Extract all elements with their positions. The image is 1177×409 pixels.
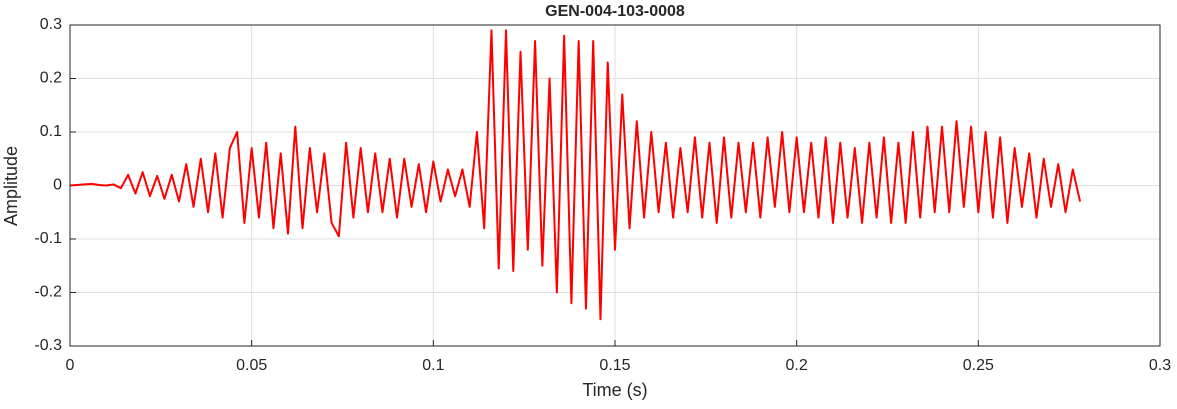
x-axis-label: Time (s) — [582, 380, 647, 400]
x-tick-label: 0.15 — [599, 357, 630, 374]
chart-title: GEN-004-103-0008 — [545, 3, 685, 20]
plot-frame — [69, 24, 1161, 347]
x-tick-label: 0.1 — [422, 357, 444, 374]
x-tick-label: 0.25 — [963, 357, 994, 374]
y-tick-label: -0.3 — [34, 337, 62, 354]
y-tick-label: 0.3 — [40, 16, 62, 33]
y-axis-label: Amplitude — [1, 146, 21, 226]
x-tick-label: 0.05 — [236, 357, 267, 374]
x-tick-label: 0.2 — [786, 357, 808, 374]
x-tick-label: 0 — [66, 357, 75, 374]
y-tick-label: 0 — [53, 177, 62, 194]
x-tick-label: 0.3 — [1149, 357, 1171, 374]
y-tick-label: 0.1 — [40, 123, 62, 140]
waveform-line — [69, 29, 1082, 321]
y-tick-label: -0.2 — [34, 284, 62, 301]
y-tick-label: 0.2 — [40, 70, 62, 87]
y-tick-label: -0.1 — [34, 230, 62, 247]
